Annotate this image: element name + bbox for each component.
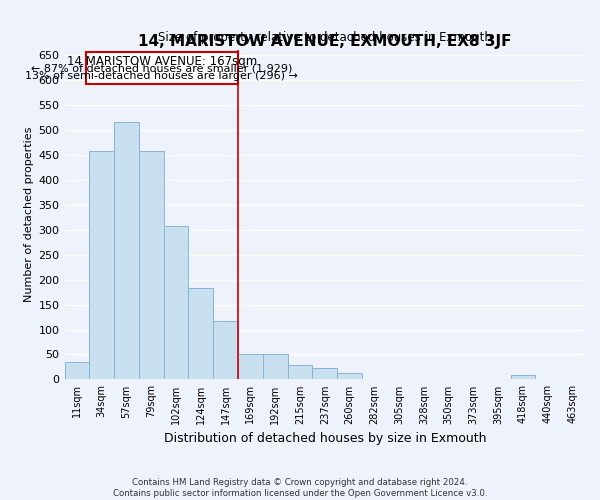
- Text: 14 MARISTOW AVENUE: 167sqm: 14 MARISTOW AVENUE: 167sqm: [67, 55, 257, 68]
- Bar: [86, 52, 238, 84]
- Bar: [188, 288, 213, 380]
- Bar: [213, 320, 238, 380]
- Bar: [287, 366, 313, 380]
- Bar: [65, 362, 89, 380]
- Bar: [263, 354, 287, 380]
- Text: ← 87% of detached houses are smaller (1,929): ← 87% of detached houses are smaller (1,…: [31, 64, 292, 74]
- Title: 14, MARISTOW AVENUE, EXMOUTH, EX8 3JF: 14, MARISTOW AVENUE, EXMOUTH, EX8 3JF: [138, 34, 512, 49]
- Bar: [313, 368, 337, 380]
- X-axis label: Distribution of detached houses by size in Exmouth: Distribution of detached houses by size …: [164, 432, 486, 445]
- Text: Contains HM Land Registry data © Crown copyright and database right 2024.
Contai: Contains HM Land Registry data © Crown c…: [113, 478, 487, 498]
- Bar: [511, 376, 535, 380]
- Text: Size of property relative to detached houses in Exmouth: Size of property relative to detached ho…: [158, 31, 492, 44]
- Bar: [238, 354, 263, 380]
- Bar: [337, 373, 362, 380]
- Y-axis label: Number of detached properties: Number of detached properties: [25, 127, 34, 302]
- Bar: [89, 151, 114, 380]
- Bar: [114, 122, 139, 380]
- Text: 13% of semi-detached houses are larger (296) →: 13% of semi-detached houses are larger (…: [25, 71, 298, 81]
- Bar: [164, 226, 188, 380]
- Bar: [139, 151, 164, 380]
